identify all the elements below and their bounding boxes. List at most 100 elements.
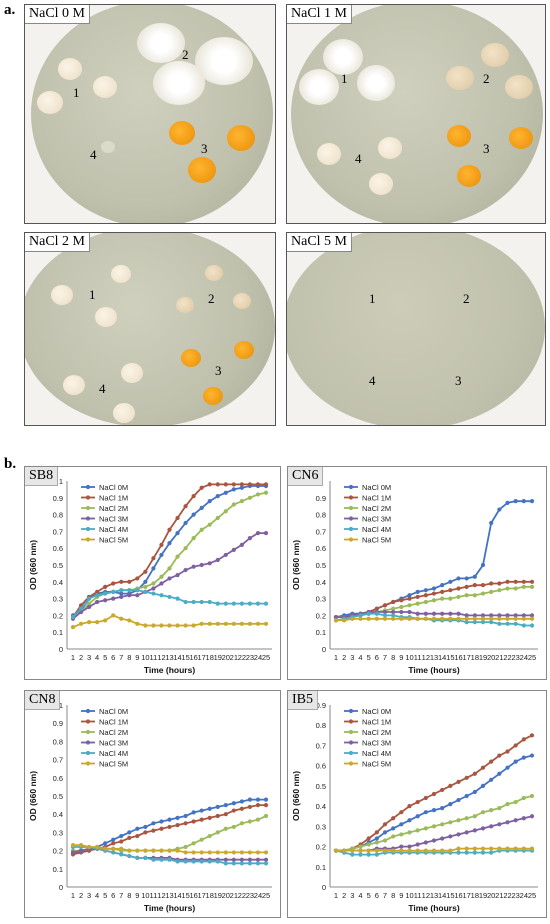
- colony: [93, 76, 117, 98]
- data-point: [215, 601, 220, 606]
- x-tick-label: 21: [495, 653, 503, 662]
- y-tick-label: 0.4: [316, 578, 326, 587]
- legend-marker: [348, 740, 354, 745]
- data-point: [505, 500, 510, 505]
- y-tick-label: 0.4: [53, 810, 63, 819]
- data-point: [513, 743, 518, 748]
- y-tick-label: 0.2: [53, 611, 63, 620]
- data-point: [239, 621, 244, 626]
- strain-number: 2: [182, 47, 189, 62]
- x-tick-label: 4: [95, 891, 99, 900]
- colony: [299, 69, 339, 105]
- data-point: [431, 824, 437, 829]
- legend-label: NaCl 1M: [99, 494, 128, 503]
- data-point: [247, 804, 253, 810]
- y-tick-label: 0.1: [53, 865, 63, 874]
- data-point: [175, 572, 180, 578]
- colony: [457, 165, 481, 187]
- data-point: [366, 848, 371, 853]
- colony: [153, 61, 205, 105]
- data-point: [199, 808, 204, 813]
- x-tick-label: 7: [119, 653, 123, 662]
- y-tick-label: 0.6: [53, 544, 63, 553]
- data-point: [407, 804, 412, 809]
- data-point: [472, 814, 477, 819]
- x-tick-label: 10: [141, 653, 149, 662]
- data-point: [239, 821, 244, 826]
- data-point: [78, 606, 84, 611]
- y-tick-label: 0.8: [53, 737, 63, 746]
- x-tick-label: 15: [181, 653, 189, 662]
- data-point: [489, 759, 494, 764]
- x-tick-label: 9: [399, 891, 403, 900]
- data-point: [223, 509, 228, 514]
- data-point: [86, 844, 92, 850]
- x-tick-label: 13: [165, 653, 173, 662]
- x-tick-label: 13: [430, 891, 438, 900]
- data-point: [223, 861, 228, 866]
- strain-number: 1: [89, 287, 96, 302]
- data-point: [247, 857, 253, 862]
- x-tick-label: 2: [79, 653, 83, 662]
- x-tick-label: 5: [367, 891, 371, 900]
- data-point: [199, 850, 204, 855]
- x-tick-label: 21: [230, 891, 238, 900]
- chart-title: CN6: [288, 467, 324, 486]
- data-point: [95, 599, 100, 605]
- data-point: [513, 616, 518, 621]
- strain-number: 1: [341, 71, 348, 86]
- data-point: [423, 810, 428, 815]
- plate-title: NaCl 0 M: [25, 5, 90, 24]
- data-point: [103, 618, 108, 623]
- data-point: [415, 848, 420, 853]
- x-tick-label: 1: [71, 653, 75, 662]
- y-tick-label: 0.7: [53, 756, 63, 765]
- y-tick-label: 0.8: [316, 511, 326, 520]
- data-point: [215, 621, 220, 626]
- data-point: [472, 613, 477, 618]
- data-point: [374, 848, 379, 853]
- legend-label: NaCl 2M: [362, 728, 391, 737]
- data-point: [399, 810, 404, 815]
- data-point: [448, 783, 453, 788]
- data-point: [151, 623, 156, 628]
- data-point: [119, 846, 124, 851]
- colony: [51, 285, 73, 305]
- y-tick-label: 0.2: [316, 843, 326, 852]
- x-tick-label: 11: [150, 891, 158, 900]
- data-point: [175, 554, 180, 559]
- data-point: [407, 830, 412, 835]
- data-point: [143, 579, 148, 584]
- data-point: [263, 530, 269, 536]
- data-point: [255, 530, 261, 536]
- data-point: [399, 604, 404, 610]
- data-point: [423, 840, 428, 845]
- x-tick-label: 18: [206, 891, 214, 900]
- legend-label: NaCl 4M: [362, 525, 391, 534]
- data-point: [382, 848, 388, 853]
- data-point: [415, 611, 420, 616]
- y-tick-label: 0.2: [53, 847, 63, 856]
- data-point: [464, 620, 469, 625]
- data-point: [119, 852, 124, 857]
- data-point: [505, 586, 510, 591]
- data-point: [183, 623, 188, 628]
- x-axis-title: Time (hours): [144, 665, 195, 675]
- data-point: [480, 826, 486, 831]
- strain-number: 4: [369, 373, 376, 388]
- y-axis-title: OD (660 nm): [291, 540, 301, 590]
- data-point: [456, 779, 461, 784]
- data-point: [191, 859, 196, 864]
- data-point: [151, 821, 156, 826]
- y-tick-label: 0.2: [316, 611, 326, 620]
- data-point: [78, 848, 84, 853]
- x-tick-label: 16: [189, 891, 197, 900]
- y-tick-label: 0.6: [316, 762, 326, 771]
- data-point: [513, 759, 518, 764]
- data-point: [529, 616, 535, 621]
- data-point: [472, 583, 477, 588]
- data-point: [207, 621, 212, 626]
- panel-b-label: b.: [4, 456, 17, 472]
- legend-marker: [348, 708, 354, 714]
- data-point: [159, 857, 164, 862]
